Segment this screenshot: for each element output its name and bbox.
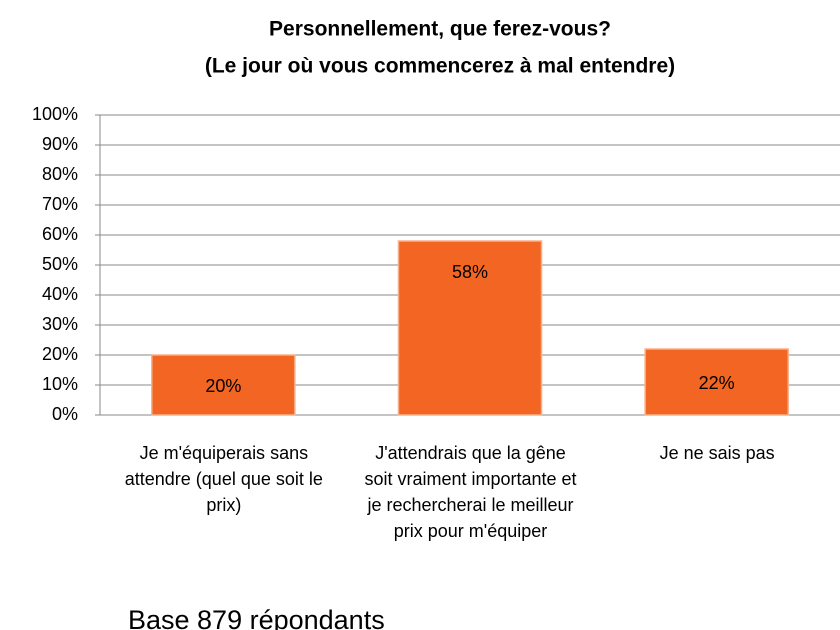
y-tick-label: 20% [42, 344, 78, 364]
y-tick-label: 70% [42, 194, 78, 214]
data-label: 58% [452, 262, 488, 282]
x-tick-label: Je ne sais pas [659, 443, 775, 463]
y-tick-label: 60% [42, 224, 78, 244]
y-tick-label: 40% [42, 284, 78, 304]
y-tick-label: 90% [42, 134, 78, 154]
x-tick-label: J'attendrais que la gêne soit vraiment i… [364, 443, 577, 541]
chart-subtitle: (Le jour où vous commencerez à mal enten… [205, 55, 675, 78]
bar [397, 240, 543, 416]
chart-title: Personnellement, que ferez-vous? [269, 18, 611, 41]
bar [644, 348, 789, 416]
y-tick-label: 0% [52, 404, 78, 424]
note: Base 879 répondants [128, 605, 385, 630]
y-tick-label: 100% [32, 104, 78, 124]
x-tick-label: Je m'équiperais sans attendre (quel que … [124, 443, 323, 515]
bar [151, 354, 296, 416]
y-tick-label: 50% [42, 254, 78, 274]
data-label: 22% [699, 373, 735, 393]
y-tick-label: 30% [42, 314, 78, 334]
y-tick-label: 10% [42, 374, 78, 394]
y-tick-label: 80% [42, 164, 78, 184]
data-label: 20% [205, 376, 241, 396]
